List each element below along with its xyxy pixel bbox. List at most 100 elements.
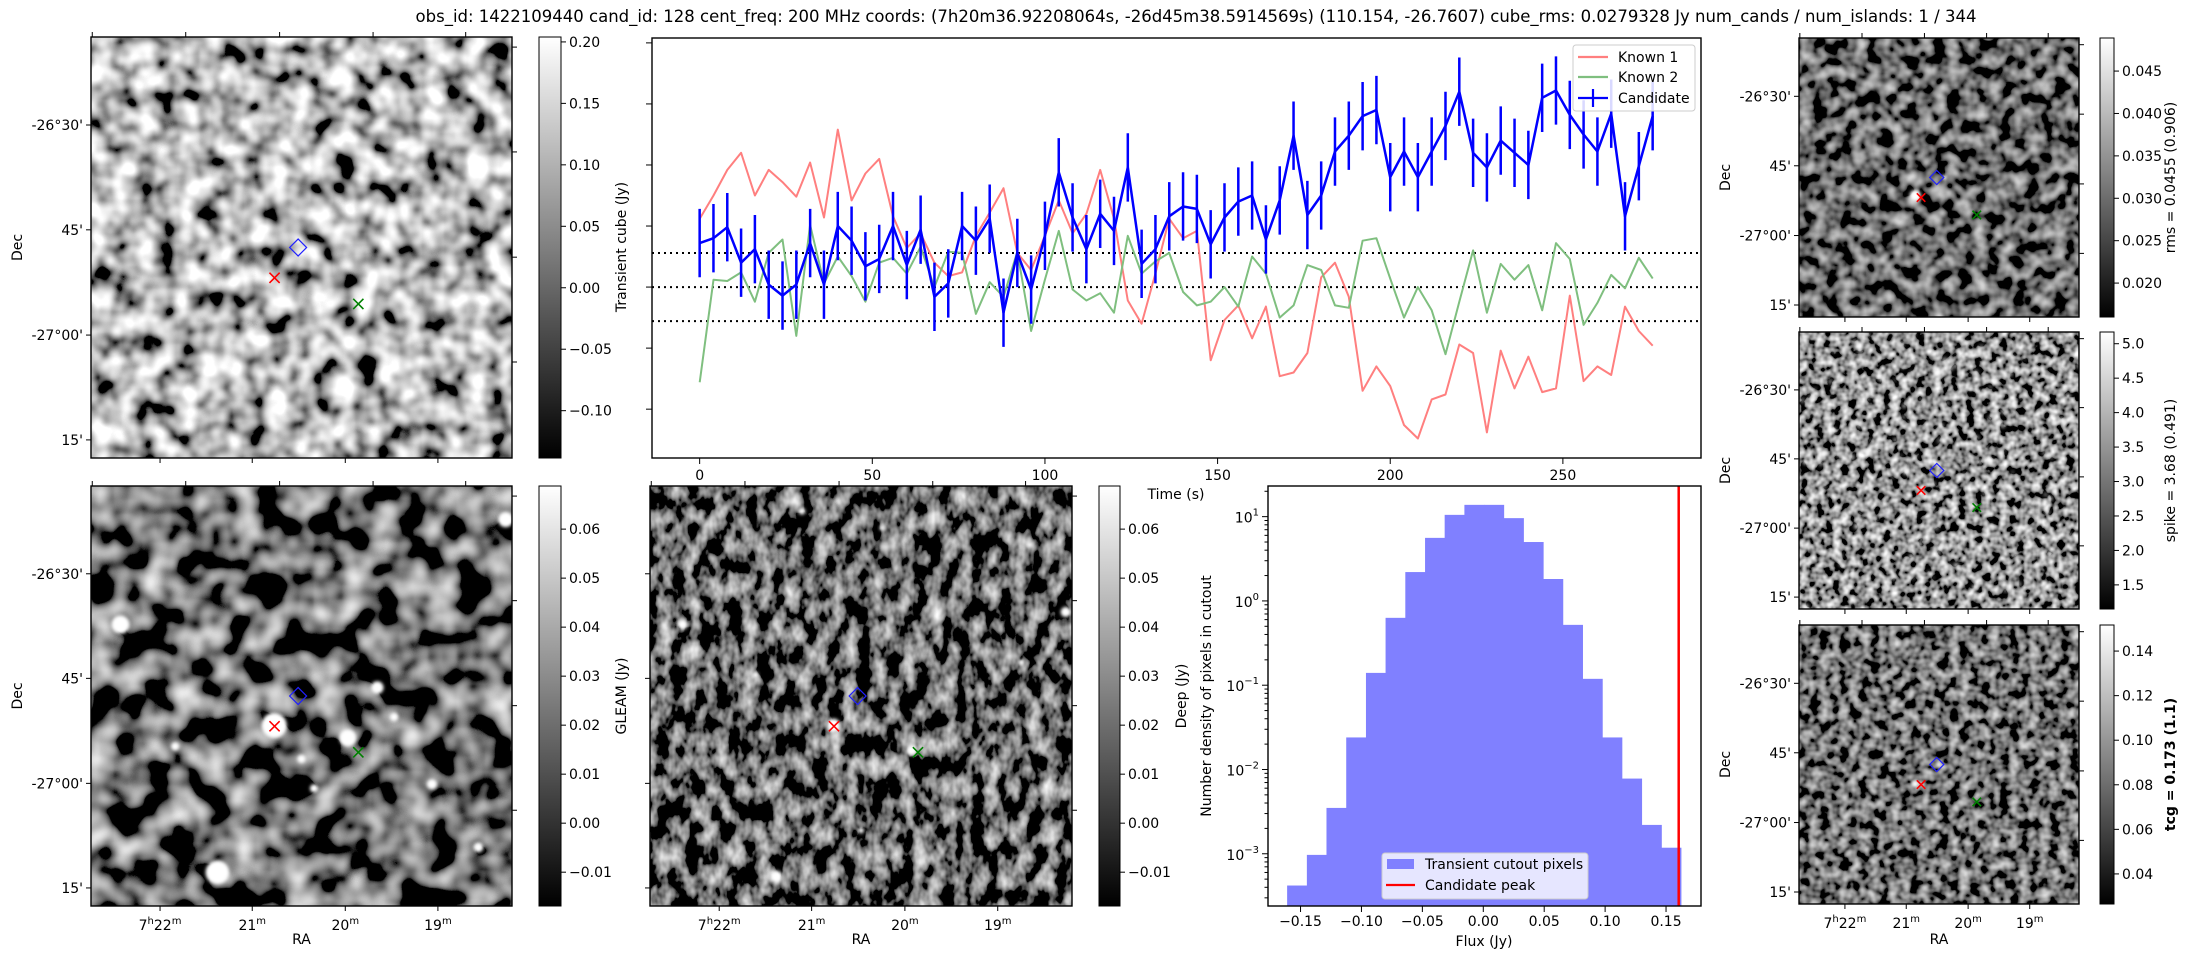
- radio-source: [1911, 780, 1919, 788]
- ra-minute-unit: m: [909, 916, 919, 927]
- bright-pixel: [1812, 411, 1816, 416]
- dec-axis-label: Dec: [1718, 751, 1734, 778]
- tick-exponent: 1: [1253, 508, 1259, 519]
- bright-pixel: [2035, 518, 2042, 525]
- bright-pixel: [1801, 456, 1804, 459]
- rms-noise-texture: [1799, 38, 2079, 317]
- colorbar-label: GLEAM (Jy): [614, 658, 630, 735]
- x-tick-label: 0: [695, 468, 704, 484]
- colorbar-tick-label: 0.04: [569, 620, 600, 636]
- y-axis-label: Transient cube (Jy): [614, 182, 630, 313]
- bright-pixel: [1802, 603, 1809, 609]
- colorbar-tick-label: 0.040: [2122, 106, 2162, 122]
- series-known-1: [698, 128, 1654, 440]
- bright-pixel: [1986, 604, 1993, 609]
- colorbar-tick-label: 0.10: [569, 158, 600, 174]
- bright-pixel: [1899, 454, 1903, 458]
- transient-image: [91, 37, 512, 458]
- bright-pixel: [1953, 562, 1960, 569]
- known-1-marker-icon: [1916, 485, 1926, 496]
- bright-pixel: [1838, 553, 1843, 558]
- ra-minute-unit: m: [1857, 914, 1867, 925]
- dec-tick-label: 15': [1769, 590, 1791, 606]
- known-1-marker-icon: [1916, 779, 1926, 790]
- bright-pixel: [2048, 496, 2053, 501]
- bright-pixel: [1892, 335, 1896, 338]
- dec-tick-label: 45': [1769, 746, 1791, 762]
- bright-pixel: [1946, 460, 1951, 466]
- colorbar-gradient: [2099, 37, 2115, 318]
- bright-pixel: [1902, 415, 1906, 419]
- bright-pixel: [1902, 468, 1909, 475]
- bright-pixel: [1986, 457, 1993, 464]
- bright-pixel: [2000, 423, 2006, 429]
- ra-minutes: 22: [1839, 916, 1857, 932]
- bright-pixel: [2011, 402, 2017, 409]
- radio-source: [297, 754, 306, 764]
- bright-pixel: [2008, 549, 2013, 555]
- bright-pixel: [2059, 466, 2064, 471]
- colorbar-tick-label: 0.15: [569, 96, 600, 112]
- bright-pixel: [1963, 340, 1969, 347]
- radio-source: [309, 784, 319, 793]
- bright-pixel: [1970, 564, 1974, 568]
- bright-pixel: [2025, 337, 2030, 342]
- bright-pixel: [1919, 398, 1924, 402]
- bright-pixel: [1971, 544, 1976, 548]
- histogram-bar: [1425, 537, 1446, 906]
- bright-pixel: [2067, 500, 2071, 503]
- bright-pixel: [1938, 490, 1944, 495]
- image-panel-rms: -26°30'45'-27°00'15'Dec0.0450.0400.0350.…: [1718, 33, 2179, 322]
- x-tick-label: 0.00: [1468, 914, 1499, 930]
- ra-axis-label: RA: [1930, 932, 1949, 948]
- colorbar-label: tcg = 0.173 (1.1): [2163, 698, 2179, 831]
- histogram-bar: [1503, 518, 1524, 906]
- bright-pixel: [1799, 549, 1804, 554]
- bright-pixel: [1982, 603, 1986, 607]
- bright-pixel: [1893, 438, 1898, 442]
- ra-axis-label: RA: [292, 932, 311, 948]
- colorbar-tick-label: 0.00: [569, 816, 600, 832]
- bright-pixel: [1931, 481, 1936, 486]
- histogram-bar: [1405, 572, 1426, 906]
- bright-pixel: [1934, 496, 1939, 500]
- histogram-bar: [1464, 504, 1485, 906]
- radio-source: [1936, 762, 1942, 767]
- bright-pixel: [1875, 447, 1880, 453]
- bright-pixel: [2011, 470, 2015, 474]
- ra-minutes: 22: [154, 918, 172, 934]
- ra-minute-unit: m: [349, 916, 359, 927]
- bright-pixel: [1821, 379, 1825, 383]
- bright-pixel: [1945, 563, 1952, 569]
- colorbar-tick-label: 0.00: [569, 281, 600, 297]
- tick-exponent: 0: [1253, 592, 1259, 603]
- histogram-bar: [1641, 824, 1662, 906]
- colorbar-tick-label: 0.03: [569, 669, 600, 685]
- dec-tick-label: -27°00': [1739, 521, 1791, 537]
- colorbar-tick-label: 3.0: [2122, 475, 2144, 491]
- colorbar-tick-label: 1.5: [2122, 578, 2144, 594]
- dec-axis-label: Dec: [1718, 164, 1734, 191]
- bright-pixel: [1918, 524, 1923, 528]
- bright-pixel: [1859, 333, 1863, 338]
- bright-pixel: [2009, 417, 2014, 422]
- bright-pixel: [1977, 459, 1983, 465]
- bright-pixel: [1946, 519, 1949, 523]
- ra-minutes: 19: [984, 918, 1002, 934]
- known-1-marker-icon: [268, 272, 281, 284]
- bright-pixel: [1850, 420, 1854, 423]
- bright-pixel: [1883, 426, 1891, 434]
- bright-pixel: [1953, 364, 1958, 369]
- bright-pixel: [2005, 598, 2011, 604]
- histogram-bar: [1287, 885, 1308, 906]
- bright-pixel: [1972, 369, 1979, 377]
- known-1-marker-icon: [828, 720, 840, 732]
- bright-pixel: [1890, 353, 1896, 358]
- bright-pixel: [1911, 332, 1916, 337]
- histogram-bar: [1385, 617, 1406, 906]
- candidate-diamond-icon: [1928, 756, 1945, 773]
- colorbar-tick-label: 0.06: [569, 522, 600, 538]
- bright-pixel: [2014, 441, 2021, 447]
- bright-pixel: [1836, 451, 1843, 457]
